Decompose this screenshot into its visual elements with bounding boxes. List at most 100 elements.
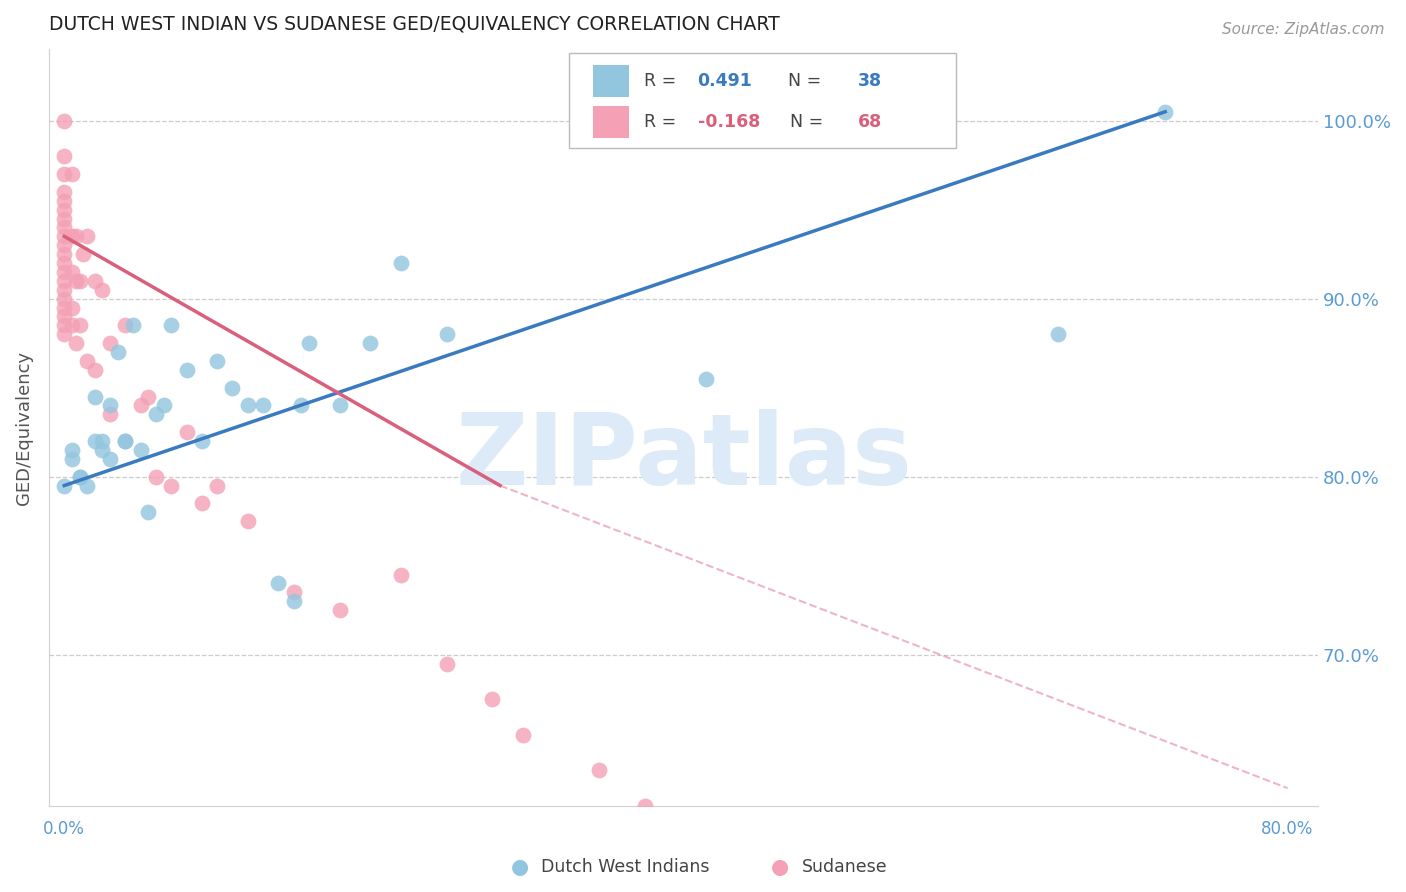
Point [328, 399, 350, 413]
Point [65, 336, 87, 351]
Point [107, 345, 129, 359]
Point [53, 211, 76, 226]
Point [53, 185, 76, 199]
Point [53, 292, 76, 306]
Text: Source: ZipAtlas.com: Source: ZipAtlas.com [1222, 22, 1385, 37]
Point [83, 274, 105, 288]
Point [83, 434, 105, 448]
Point [436, 657, 458, 671]
Point [512, 728, 534, 742]
Point [53, 310, 76, 324]
Point [53, 478, 76, 492]
Point [53, 149, 76, 163]
Point [588, 764, 610, 778]
Point [53, 202, 76, 217]
Text: 0.491: 0.491 [697, 72, 752, 90]
Point [138, 505, 160, 519]
Point [389, 567, 412, 582]
Point [60, 442, 83, 457]
Point [53, 194, 76, 208]
Point [91, 442, 114, 457]
Point [83, 363, 105, 377]
Point [129, 399, 152, 413]
Text: Sudanese: Sudanese [801, 858, 887, 876]
Point [53, 167, 76, 181]
Point [53, 113, 76, 128]
Point [191, 496, 214, 510]
Text: R =: R = [644, 72, 682, 90]
Point [98, 399, 121, 413]
Point [60, 265, 83, 279]
Text: 68: 68 [858, 113, 882, 131]
Point [91, 434, 114, 448]
Point [60, 451, 83, 466]
Point [221, 381, 243, 395]
Point [53, 318, 76, 333]
Point [65, 274, 87, 288]
Text: DUTCH WEST INDIAN VS SUDANESE GED/EQUIVALENCY CORRELATION CHART: DUTCH WEST INDIAN VS SUDANESE GED/EQUIVA… [49, 15, 780, 34]
Text: -0.168: -0.168 [697, 113, 759, 131]
Point [91, 283, 114, 297]
Point [69, 469, 91, 483]
Point [76, 229, 98, 244]
FancyBboxPatch shape [569, 54, 956, 148]
Point [53, 274, 76, 288]
Point [60, 229, 83, 244]
Point [160, 478, 183, 492]
Point [53, 220, 76, 235]
Point [53, 238, 76, 252]
Point [129, 442, 152, 457]
Point [634, 799, 657, 814]
Point [283, 585, 305, 599]
Point [695, 372, 717, 386]
Point [53, 327, 76, 342]
Point [69, 318, 91, 333]
Point [252, 399, 274, 413]
Point [283, 594, 305, 608]
Point [145, 469, 167, 483]
Point [53, 265, 76, 279]
Point [1047, 327, 1070, 342]
Point [65, 229, 87, 244]
Y-axis label: GED/Equivalency: GED/Equivalency [15, 351, 32, 505]
Text: ZIPatlas: ZIPatlas [456, 409, 912, 507]
Text: N =: N = [790, 113, 830, 131]
Point [481, 692, 503, 706]
Point [138, 390, 160, 404]
Point [53, 229, 76, 244]
Point [191, 434, 214, 448]
Point [114, 318, 136, 333]
Point [290, 399, 312, 413]
Text: Dutch West Indians: Dutch West Indians [541, 858, 710, 876]
Point [436, 327, 458, 342]
Point [76, 354, 98, 368]
Point [359, 336, 381, 351]
Point [53, 247, 76, 261]
Point [72, 247, 94, 261]
Point [53, 256, 76, 270]
FancyBboxPatch shape [593, 106, 628, 138]
Point [267, 576, 290, 591]
Point [98, 451, 121, 466]
Point [205, 478, 228, 492]
Point [389, 256, 412, 270]
Point [98, 336, 121, 351]
Text: 80.0%: 80.0% [1261, 820, 1313, 838]
Point [69, 469, 91, 483]
Point [328, 603, 350, 617]
Point [236, 514, 259, 528]
Point [787, 843, 810, 857]
FancyBboxPatch shape [593, 65, 628, 97]
Point [1154, 104, 1177, 119]
Text: 38: 38 [858, 72, 882, 90]
Point [695, 807, 717, 822]
Point [176, 425, 198, 439]
Point [160, 318, 183, 333]
Text: ●: ● [512, 857, 529, 877]
Text: R =: R = [644, 113, 682, 131]
Point [60, 167, 83, 181]
Point [122, 318, 145, 333]
Point [114, 434, 136, 448]
Point [53, 283, 76, 297]
Point [98, 408, 121, 422]
